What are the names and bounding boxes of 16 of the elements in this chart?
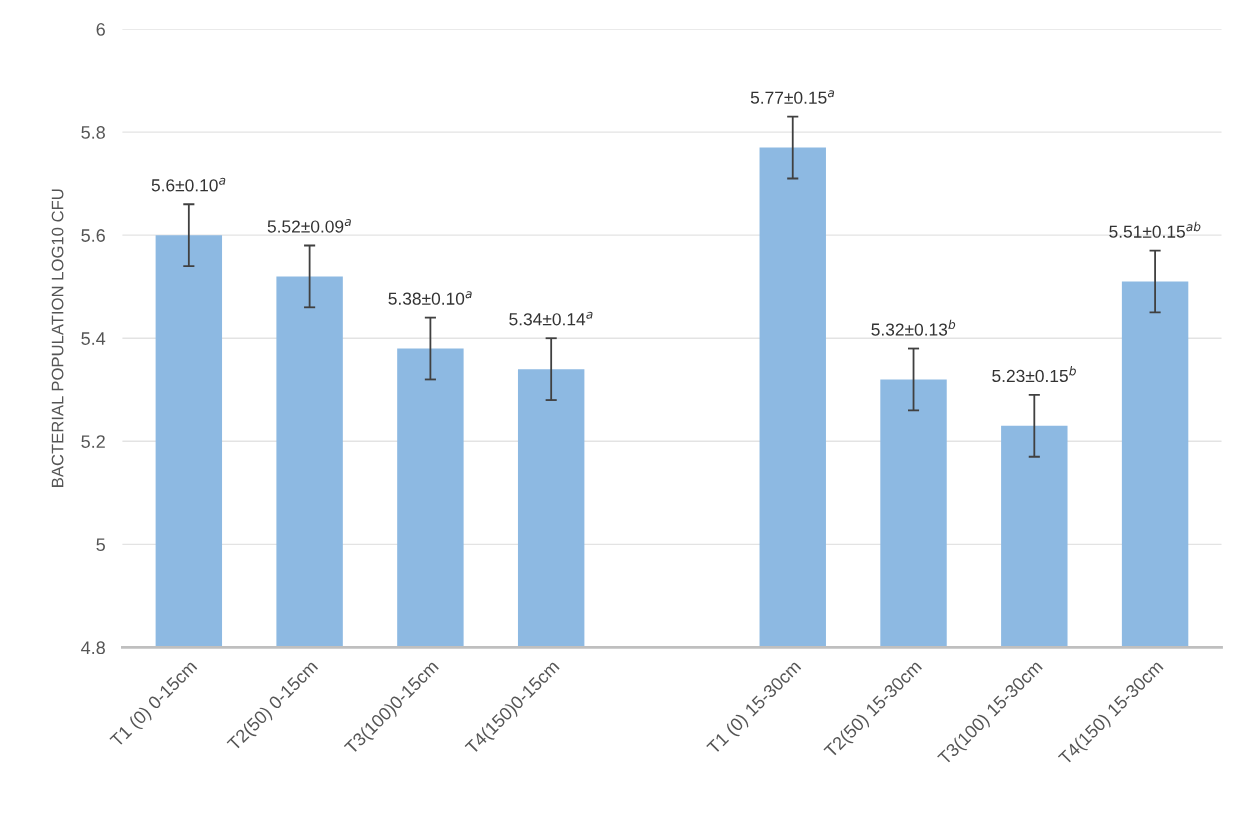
y-tick-label: 5	[96, 538, 105, 552]
y-tick-label: 5.2	[81, 435, 105, 448]
data-label: 5.6±0.10$^{a}$	[151, 177, 226, 192]
y-tick-label: 4.8	[81, 641, 105, 655]
data-label: 5.77±0.15$^{a}$	[750, 90, 835, 104]
data-label: 5.51±0.15$^{ab}$	[1109, 221, 1201, 238]
data-label: 5.38±0.10$^{a}$	[388, 291, 472, 305]
data-label: 5.34±0.14$^{a}$	[509, 311, 593, 326]
y-tick-label: 5.4	[81, 332, 106, 345]
data-label: 5.52±0.09$^{a}$	[267, 219, 351, 233]
data-label: 5.32±0.13$^{b}$	[871, 319, 956, 336]
y-tick-label: 5.8	[81, 126, 105, 139]
data-label: 5.23±0.15$^{b}$	[992, 366, 1076, 383]
y-axis-title: BACTERIAL POPULATION LOG10 CFU	[51, 189, 64, 487]
y-tick-label: 5.6	[81, 229, 105, 242]
y-tick-label: 6	[96, 22, 105, 36]
